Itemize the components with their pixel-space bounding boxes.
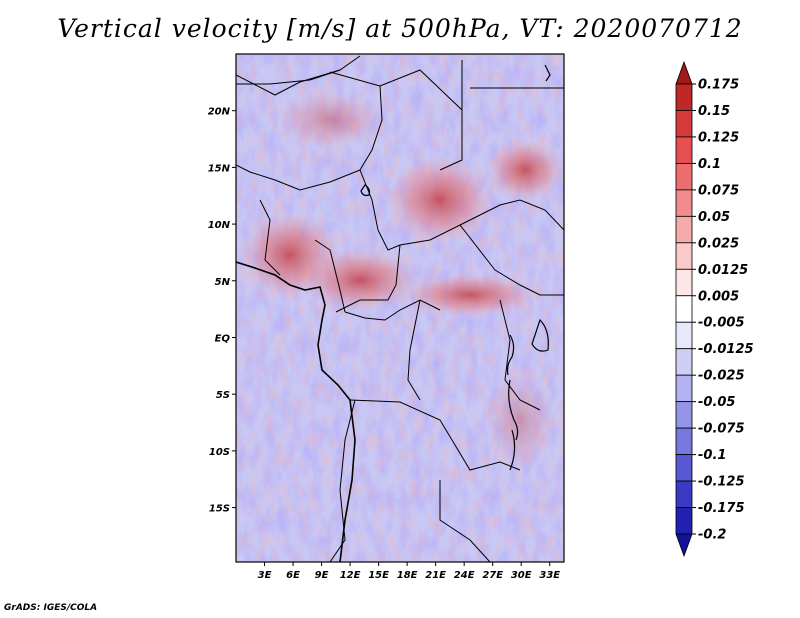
colorbar-label: -0.175	[698, 501, 745, 516]
lat-tick-label: 10N	[208, 220, 231, 231]
colorbar-label: 0.005	[698, 289, 739, 304]
colorbar-label: 0.125	[698, 130, 739, 145]
colorbar-swatch	[675, 480, 693, 508]
lon-tick-label: 12E	[340, 570, 361, 581]
lon-tick-label: 27E	[482, 570, 503, 581]
lat-tick-label: 20N	[208, 107, 231, 118]
colorbar-label: 0.075	[698, 183, 739, 198]
lon-tick-label: 30E	[511, 570, 532, 581]
colorbar: 0.175 0.15 0.125 0.1 0.075 0.05 0.025 0.0125 0.0…	[675, 60, 754, 558]
colorbar-swatch	[675, 215, 693, 244]
colorbar-label: 0.025	[698, 236, 739, 251]
lat-tick-label: 15S	[209, 504, 230, 515]
colorbar-label: 0.1	[698, 157, 721, 172]
colorbar-swatch	[675, 163, 693, 191]
colorbar-swatch	[675, 348, 693, 376]
lat-tick-label: EQ	[215, 333, 231, 344]
lon-tick-label: 24E	[454, 570, 475, 581]
colorbar-swatch	[675, 189, 693, 217]
colorbar-swatch	[675, 427, 693, 455]
colorbar-swatch	[675, 321, 693, 350]
lat-tick-label: 15N	[208, 163, 231, 174]
lon-tick-label: 33E	[539, 570, 560, 581]
latitude-axis: 20N 15N 10N 5N EQ 5S 10S 15S	[208, 107, 236, 515]
longitude-axis: 3E 6E 9E 12E 15E 18E 21E 24E 27E 30E 33E	[258, 562, 560, 581]
colorbar-swatch	[675, 401, 693, 429]
colorbar-label: -0.0125	[698, 342, 754, 357]
colorbar-label: 0.0125	[698, 263, 748, 278]
country-borders	[236, 55, 564, 562]
colorbar-label: -0.05	[698, 395, 735, 410]
map-frame	[235, 53, 565, 563]
colorbar-label: 0.15	[698, 104, 730, 119]
colorbar-label: 0.05	[698, 210, 730, 225]
colorbar-swatch	[675, 110, 693, 138]
velocity-field-map	[236, 54, 564, 562]
lon-tick-label: 15E	[368, 570, 389, 581]
lakes	[360, 64, 551, 471]
coastline	[236, 261, 356, 562]
colorbar-swatch	[675, 295, 693, 323]
colorbar-label: -0.125	[698, 475, 745, 490]
colorbar-swatch	[675, 268, 693, 297]
colorbar-swatch	[675, 454, 693, 482]
colorbar-top-triangle	[675, 60, 693, 85]
map-title: Vertical velocity [m/s] at 500hPa, VT: 2…	[57, 14, 743, 43]
lon-tick-label: 6E	[286, 570, 300, 581]
colorbar-label: -0.025	[698, 369, 745, 384]
lon-tick-label: 21E	[425, 570, 446, 581]
lon-tick-label: 9E	[315, 570, 329, 581]
colorbar-label: -0.1	[698, 448, 726, 463]
colorbar-swatch	[675, 242, 693, 270]
colorbar-label: -0.075	[698, 422, 745, 437]
colorbar-label: 0.175	[698, 78, 739, 93]
colorbar-swatch	[675, 83, 693, 111]
colorbar-label: -0.005	[698, 316, 745, 331]
colorbar-bottom-triangle	[675, 533, 693, 558]
lon-tick-label: 3E	[258, 570, 272, 581]
footer-credit: GrADS: IGES/COLA	[4, 603, 98, 613]
lon-tick-label: 18E	[397, 570, 418, 581]
lat-tick-label: 5S	[216, 390, 230, 401]
colorbar-label: -0.2	[698, 528, 726, 543]
colorbar-swatch	[675, 136, 693, 164]
lat-tick-label: 5N	[215, 277, 231, 288]
lat-tick-label: 10S	[209, 447, 230, 458]
colorbar-swatch	[675, 374, 693, 403]
colorbar-swatch	[675, 507, 693, 535]
field-speckle	[236, 54, 564, 562]
